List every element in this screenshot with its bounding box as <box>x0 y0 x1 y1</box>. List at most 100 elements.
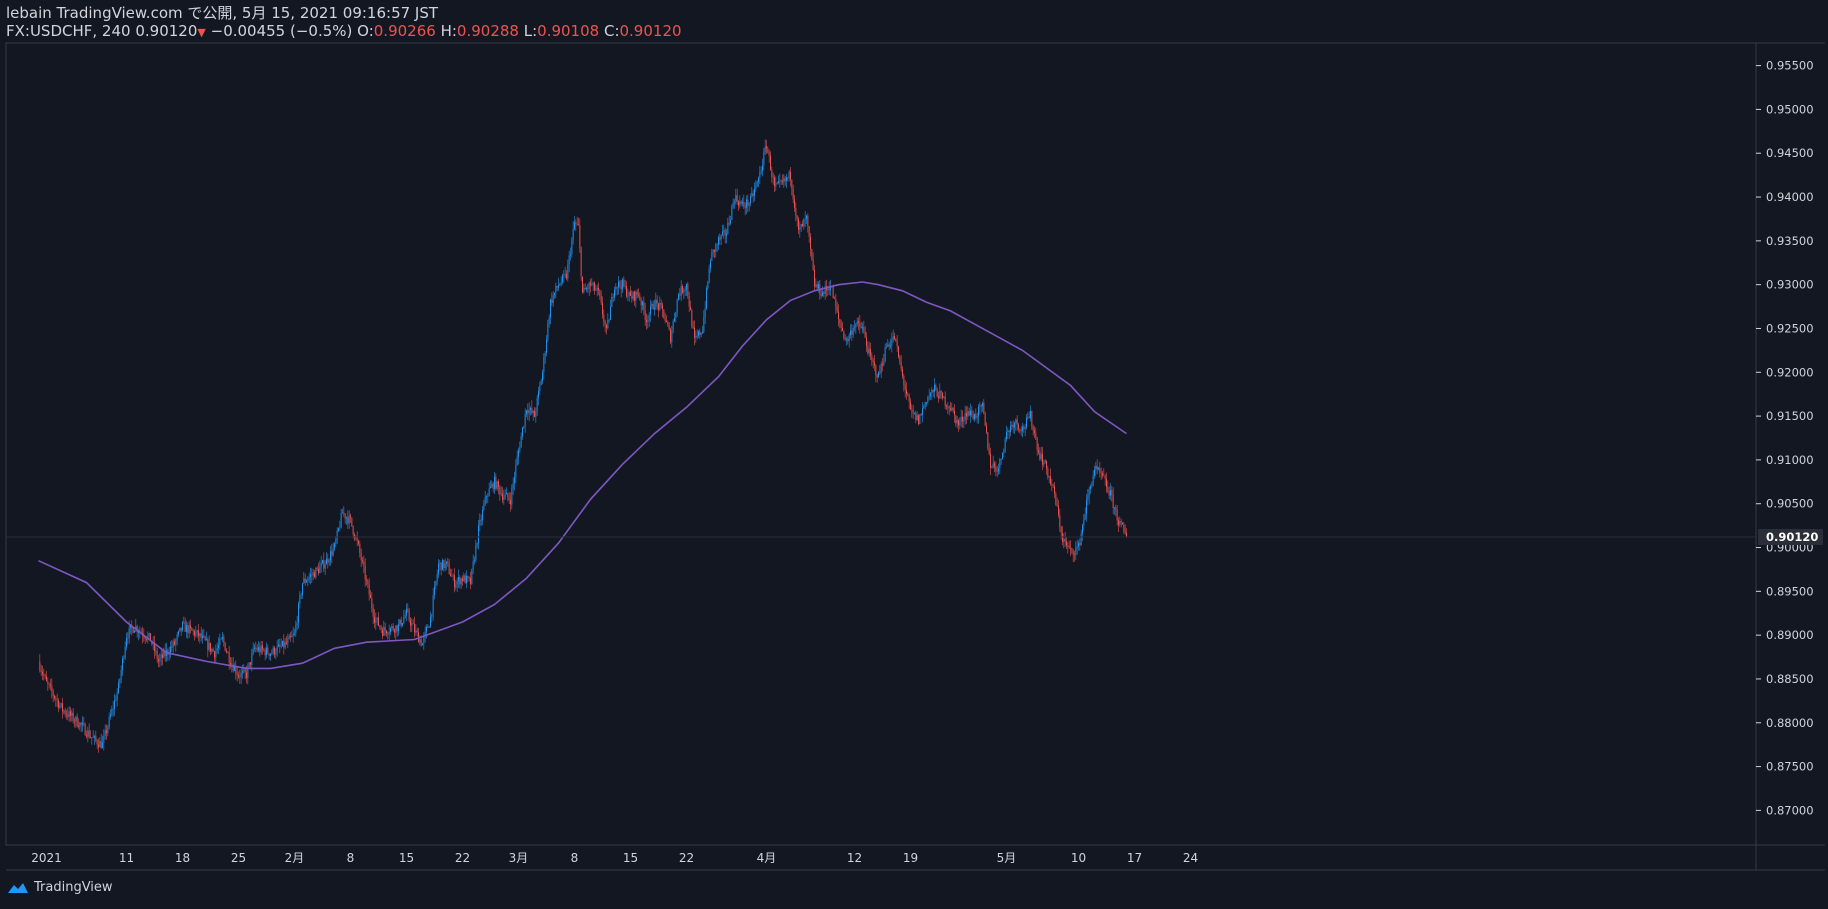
candle-body <box>899 357 901 362</box>
candle-body <box>782 181 783 183</box>
candle-body <box>800 224 802 228</box>
candle-body <box>839 319 841 324</box>
candle-body <box>1098 467 1099 470</box>
candle-body <box>352 525 354 535</box>
candle-body <box>896 341 898 347</box>
high-label: H: <box>440 22 457 40</box>
candle-body <box>90 737 91 739</box>
candle-body <box>95 736 97 741</box>
candle-body <box>392 626 394 630</box>
candle-body <box>700 332 702 335</box>
candle-body <box>868 348 870 354</box>
candle-body <box>852 328 854 335</box>
candle-body <box>335 539 337 544</box>
candle-body <box>60 703 62 706</box>
candle-body <box>594 282 595 291</box>
price-change: −0.00455 (−0.5%) <box>210 22 353 40</box>
candle-body <box>379 625 381 628</box>
candle-body <box>55 698 57 700</box>
candle-body <box>92 737 94 739</box>
candle-body <box>1048 476 1050 478</box>
candle-body <box>728 222 730 224</box>
candle-body <box>531 408 533 414</box>
chart-header: lebain TradingView.com で公開, 5月 15, 2021 … <box>6 4 682 42</box>
candle-body <box>1110 490 1111 496</box>
candle-body <box>876 375 878 378</box>
candle-body <box>827 288 829 290</box>
candle-body <box>512 482 514 489</box>
down-arrow-icon: ▼ <box>197 26 206 39</box>
candle-body <box>898 346 899 358</box>
candle-body <box>414 624 415 633</box>
candle-body <box>436 574 438 582</box>
candle-body <box>915 412 917 420</box>
candle-body <box>666 320 667 322</box>
candle-body <box>1094 469 1095 476</box>
candle-body <box>974 414 975 420</box>
candle-body <box>570 254 571 256</box>
candle-body <box>1091 484 1093 487</box>
candle-body <box>1027 416 1029 418</box>
open-label: O: <box>357 22 374 40</box>
candle-body <box>283 640 285 648</box>
candle-body <box>1075 547 1077 555</box>
candle-body <box>932 389 934 393</box>
candle-body <box>603 314 605 323</box>
candle-body <box>544 352 546 358</box>
x-tick-label: 4月 <box>757 851 777 865</box>
candle-body <box>424 631 426 637</box>
candle-body <box>1010 426 1011 433</box>
candle-body <box>450 573 451 577</box>
candle-body <box>1107 487 1109 491</box>
candle-body <box>471 569 473 585</box>
candle-body <box>86 735 87 737</box>
candle-body <box>366 579 367 581</box>
candle-body <box>172 641 174 648</box>
candle-body <box>52 691 54 696</box>
candle-body <box>506 493 507 495</box>
candle-body <box>988 448 990 455</box>
candle-body <box>547 323 549 340</box>
candle-body <box>878 372 879 378</box>
footer-brand[interactable]: TradingView <box>6 880 113 895</box>
candle-body <box>562 275 563 283</box>
candle-body <box>792 188 794 200</box>
candle-body <box>416 630 418 633</box>
candle-body <box>1099 467 1101 473</box>
candle-body <box>171 646 173 648</box>
candle-body <box>631 296 633 299</box>
candle-body <box>435 581 437 587</box>
candle-body <box>712 249 714 253</box>
candle-body <box>279 644 281 647</box>
candle-body <box>498 481 499 487</box>
candle-body <box>412 623 414 625</box>
candle-body <box>98 744 99 748</box>
candle-body <box>1063 539 1065 542</box>
candle-body <box>230 663 231 667</box>
candle-body <box>96 740 98 745</box>
candle-body <box>982 402 983 407</box>
candle-body <box>667 321 669 326</box>
candle-body <box>444 563 446 569</box>
candle-body <box>410 620 411 626</box>
candle-body <box>1087 496 1089 501</box>
candle-body <box>244 669 246 673</box>
candle-body <box>659 302 661 310</box>
candle-body <box>1124 530 1126 533</box>
candle-body <box>936 389 938 397</box>
candle-body <box>739 201 741 206</box>
candle-body <box>787 177 789 179</box>
candle-body <box>347 517 349 524</box>
candle-body <box>1122 522 1123 525</box>
low-label: L: <box>523 22 538 40</box>
candle-body <box>916 415 918 420</box>
candle-body <box>276 646 278 653</box>
candle-body <box>1074 554 1075 556</box>
candle-body <box>970 410 971 416</box>
candle-body <box>1106 478 1107 488</box>
y-tick-label: 0.89000 <box>1766 628 1814 642</box>
candle-body <box>686 284 687 290</box>
candle-body <box>866 337 867 346</box>
candle-body <box>284 642 286 648</box>
